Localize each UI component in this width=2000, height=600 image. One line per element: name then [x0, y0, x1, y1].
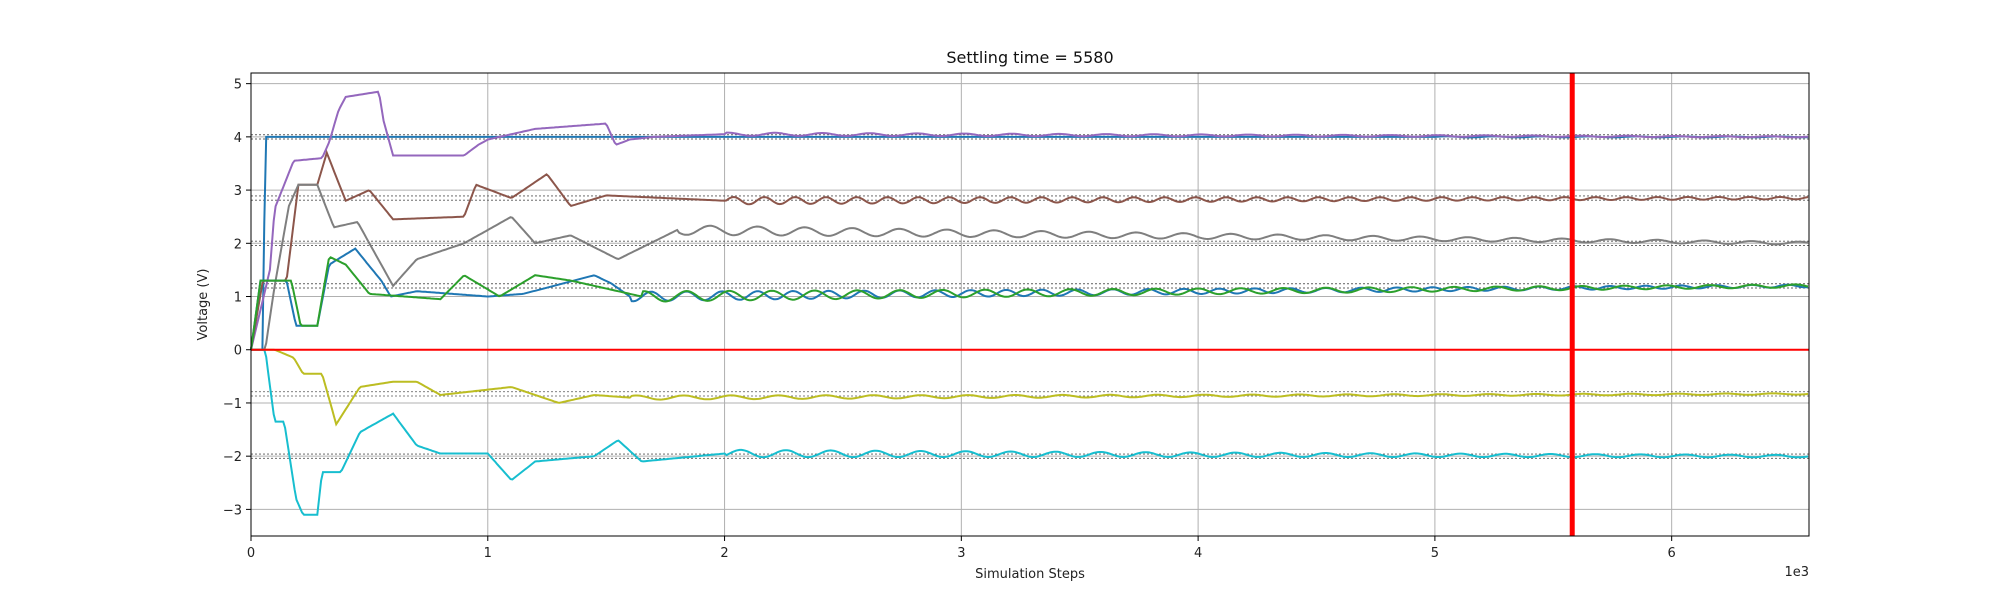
- x-tick-label: 0: [247, 546, 255, 561]
- chart-title: Settling time = 5580: [946, 48, 1113, 67]
- y-tick-label: 5: [234, 78, 242, 93]
- x-tick-label: 4: [1194, 546, 1202, 561]
- x-tick-label: 5: [1431, 546, 1439, 561]
- x-tick-label: 3: [957, 546, 965, 561]
- y-tick-label: −1: [223, 397, 242, 412]
- series-line: [250, 256, 1809, 350]
- y-tick-label: 3: [234, 184, 242, 199]
- tick-layer: 0 1 2 3 4 5 6 −3 −2 −1 0 1 2 3 4 5: [223, 78, 1676, 561]
- series-line: [251, 348, 1809, 516]
- y-tick-label: 0: [234, 344, 242, 359]
- x-tick-label: 6: [1668, 546, 1676, 561]
- series-line: [250, 149, 1809, 350]
- y-tick-label: 2: [234, 237, 242, 252]
- series-line: [251, 348, 1809, 427]
- marker-layer: [251, 73, 1809, 536]
- y-tick-label: 1: [234, 291, 242, 306]
- x-axis-multiplier: 1e3: [1784, 565, 1809, 580]
- y-tick-label: −2: [223, 450, 242, 465]
- series-line: [251, 183, 1809, 351]
- x-tick-label: 2: [720, 546, 728, 561]
- y-tick-label: 4: [234, 131, 242, 146]
- x-axis-label: Simulation Steps: [975, 567, 1085, 582]
- series-line: [250, 90, 1809, 350]
- y-axis-label: Voltage (V): [196, 269, 211, 341]
- series-layer: [250, 90, 1809, 516]
- plot-frame: [250, 72, 1810, 537]
- y-tick-label: −3: [223, 503, 242, 518]
- x-tick-label: 1: [484, 546, 492, 561]
